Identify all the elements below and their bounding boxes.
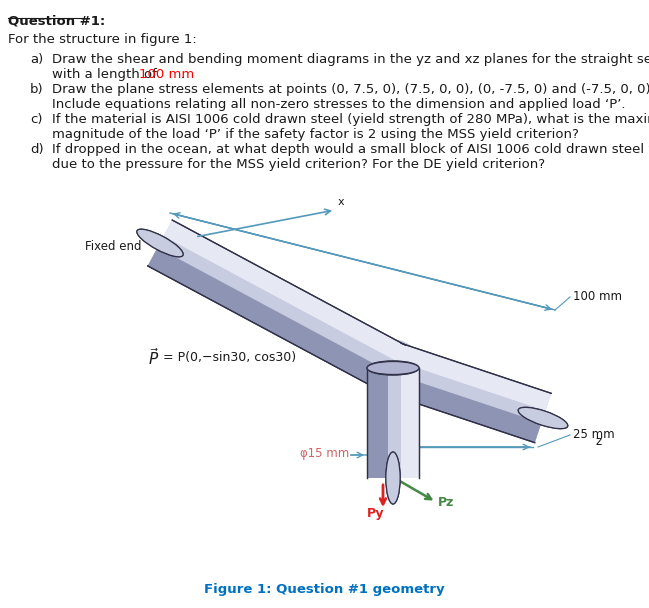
Polygon shape [401, 368, 419, 478]
Polygon shape [367, 368, 419, 478]
Text: φ15 mm: φ15 mm [300, 446, 349, 460]
Polygon shape [401, 368, 419, 478]
Ellipse shape [367, 362, 419, 375]
Polygon shape [395, 344, 551, 410]
Ellipse shape [137, 229, 183, 257]
Text: 100 mm: 100 mm [573, 289, 622, 303]
Ellipse shape [364, 339, 422, 396]
Ellipse shape [367, 361, 419, 375]
Polygon shape [164, 220, 405, 361]
Polygon shape [148, 220, 405, 391]
Polygon shape [148, 220, 405, 391]
Text: For the structure in figure 1:: For the structure in figure 1: [8, 33, 197, 46]
Text: b): b) [30, 83, 43, 96]
Text: If dropped in the ocean, at what depth would a small block of AISI 1006 cold dra: If dropped in the ocean, at what depth w… [52, 143, 649, 156]
Text: Question #1:: Question #1: [8, 15, 105, 28]
Polygon shape [395, 344, 551, 410]
Text: If the material is AISI 1006 cold drawn steel (yield strength of 280 MPa), what : If the material is AISI 1006 cold drawn … [52, 113, 649, 126]
Text: d): d) [30, 143, 43, 156]
Text: .: . [181, 68, 185, 81]
Text: Draw the shear and bending moment diagrams in the yz and xz planes for the strai: Draw the shear and bending moment diagra… [52, 53, 649, 66]
Polygon shape [385, 373, 541, 443]
Text: with a length of: with a length of [52, 68, 161, 81]
Text: 100 mm: 100 mm [139, 68, 194, 81]
Polygon shape [367, 368, 419, 478]
Ellipse shape [386, 452, 400, 504]
Text: due to the pressure for the MSS yield criterion? For the DE yield criterion?: due to the pressure for the MSS yield cr… [52, 158, 545, 171]
Ellipse shape [386, 452, 400, 504]
Ellipse shape [519, 407, 568, 429]
Polygon shape [385, 373, 541, 443]
Polygon shape [164, 220, 405, 361]
Polygon shape [148, 247, 391, 391]
Polygon shape [385, 344, 551, 443]
Text: x: x [338, 197, 345, 207]
Text: Py: Py [367, 507, 384, 520]
Text: $\vec{P}$: $\vec{P}$ [148, 348, 159, 368]
Text: 25 mm: 25 mm [573, 427, 615, 441]
Text: z: z [595, 435, 601, 448]
Text: magnitude of the load ‘P’ if the safety factor is 2 using the MSS yield criterio: magnitude of the load ‘P’ if the safety … [52, 128, 579, 141]
Text: Draw the plane stress elements at points (0, 7.5, 0), (7.5, 0, 0), (0, -7.5, 0) : Draw the plane stress elements at points… [52, 83, 649, 96]
Text: Pz: Pz [438, 496, 454, 509]
Text: c): c) [30, 113, 42, 126]
Polygon shape [367, 368, 388, 478]
Text: a): a) [30, 53, 43, 66]
Text: Figure 1: Question #1 geometry: Figure 1: Question #1 geometry [204, 584, 445, 596]
Ellipse shape [519, 407, 568, 429]
Polygon shape [148, 247, 391, 391]
Ellipse shape [137, 229, 183, 257]
Polygon shape [385, 344, 551, 443]
Text: = P(0,−sin30, cos30): = P(0,−sin30, cos30) [163, 351, 296, 365]
Text: Include equations relating all non-zero stresses to the dimension and applied lo: Include equations relating all non-zero … [52, 98, 626, 111]
Polygon shape [367, 368, 388, 478]
Text: Fixed end: Fixed end [85, 240, 141, 252]
